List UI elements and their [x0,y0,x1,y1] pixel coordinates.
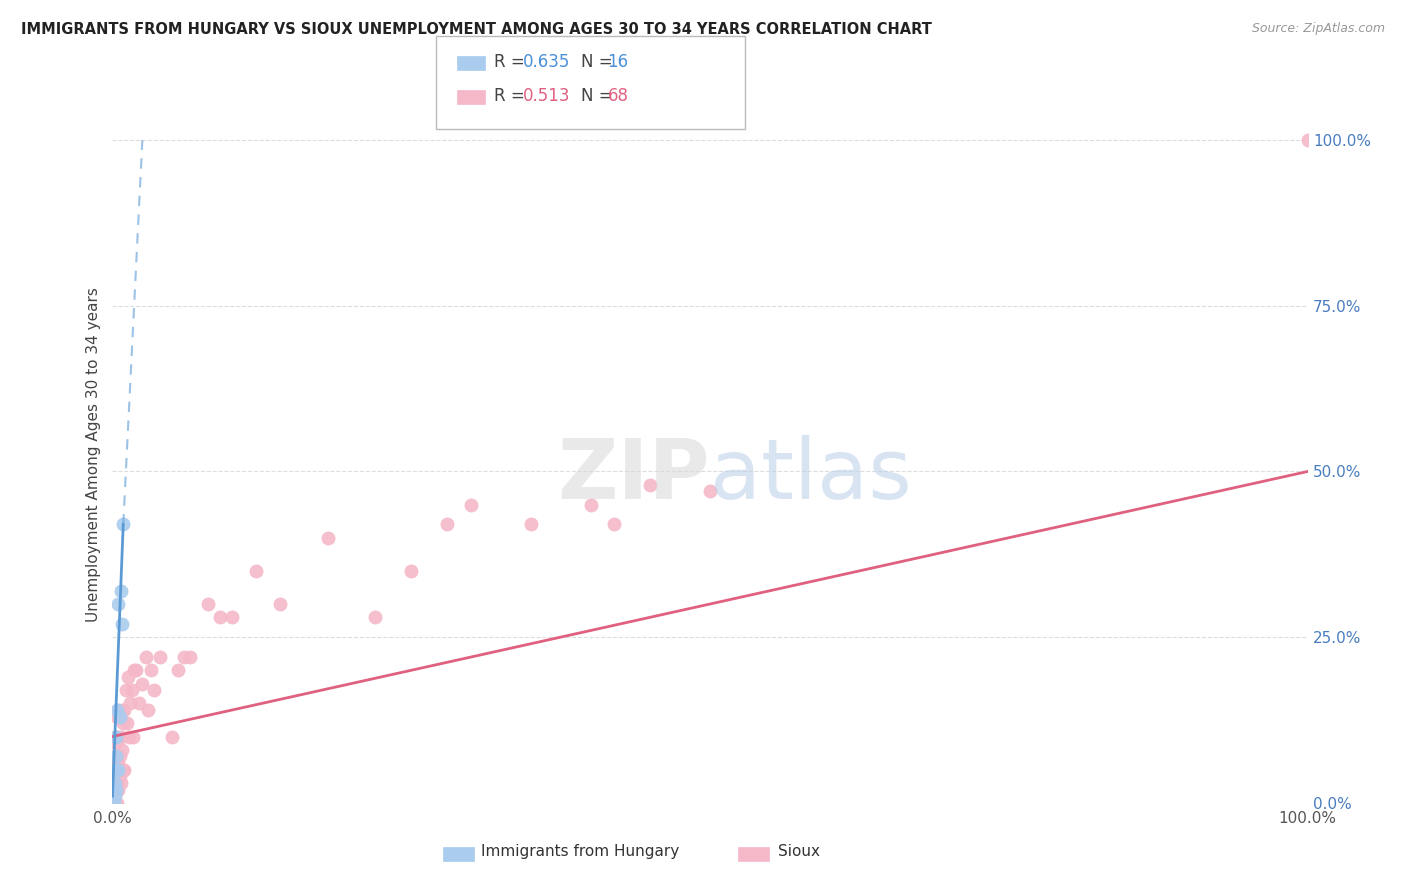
Point [1296,133,1319,147]
Point [122,663,145,677]
Point [103,769,125,783]
Point [125,663,148,677]
Point [110,776,132,790]
Point [105,703,128,717]
Point [114,683,136,698]
Text: R =: R = [494,54,530,71]
Text: 16: 16 [607,54,628,71]
Point [436,517,458,532]
Point [108,769,131,783]
Point [173,650,195,665]
Point [104,776,127,790]
Text: Source: ZipAtlas.com: Source: ZipAtlas.com [1251,22,1385,36]
Point [520,517,543,532]
Point [105,709,128,723]
Point [114,703,135,717]
Point [108,709,131,723]
Point [101,796,124,810]
Point [111,743,134,757]
Point [107,756,129,770]
Text: atlas: atlas [710,435,911,516]
Text: Immigrants from Hungary: Immigrants from Hungary [481,845,679,859]
Point [638,477,662,491]
Point [460,498,482,512]
Point [197,597,219,611]
Text: 0.513: 0.513 [523,87,571,105]
Text: 68: 68 [607,87,628,105]
Point [105,776,128,790]
Point [162,730,183,744]
Point [111,616,134,631]
Text: R =: R = [494,87,530,105]
Point [603,517,626,532]
Text: Sioux: Sioux [778,845,820,859]
Point [118,730,141,744]
Point [143,683,166,698]
Point [269,597,291,611]
Text: N =: N = [581,54,617,71]
Point [117,670,139,684]
Point [112,517,135,532]
Point [104,782,127,797]
Point [135,650,157,665]
Point [105,736,128,750]
Text: IMMIGRANTS FROM HUNGARY VS SIOUX UNEMPLOYMENT AMONG AGES 30 TO 34 YEARS CORRELAT: IMMIGRANTS FROM HUNGARY VS SIOUX UNEMPLO… [21,22,932,37]
Point [103,796,125,810]
Point [364,610,387,624]
Point [245,564,267,578]
Point [105,749,128,764]
Point [105,769,128,783]
Point [149,650,172,665]
Point [101,782,124,797]
Point [121,683,143,698]
Point [401,564,423,578]
Point [108,709,131,723]
Point [115,716,138,731]
Point [110,730,132,744]
Point [101,796,124,810]
Point [104,749,127,764]
Point [105,730,128,744]
Point [221,610,243,624]
Point [138,703,160,717]
Point [139,663,162,677]
Point [111,703,134,717]
Point [208,610,231,624]
Point [105,782,128,797]
Point [120,697,142,711]
Point [112,716,135,731]
Y-axis label: Unemployment Among Ages 30 to 34 years: Unemployment Among Ages 30 to 34 years [86,287,101,623]
Text: ZIP: ZIP [558,435,710,516]
Point [128,697,150,711]
Text: N =: N = [581,87,617,105]
Point [167,663,190,677]
Point [114,763,135,777]
Point [112,763,135,777]
Point [103,796,125,810]
Point [316,531,339,545]
Point [107,730,129,744]
Point [105,796,128,810]
Point [108,749,131,764]
Point [104,763,127,777]
Point [103,782,125,797]
Text: 0.635: 0.635 [523,54,571,71]
Point [104,796,127,810]
Point [110,583,132,598]
Point [104,789,127,804]
Point [107,703,129,717]
Point [104,769,127,783]
Point [699,484,721,499]
Point [105,796,128,810]
Point [179,650,201,665]
Point [131,676,153,690]
Point [107,782,129,797]
Point [107,763,129,777]
Point [121,730,143,744]
Point [104,730,127,744]
Point [107,597,129,611]
Point [105,782,128,797]
Point [103,796,125,810]
Point [579,498,602,512]
